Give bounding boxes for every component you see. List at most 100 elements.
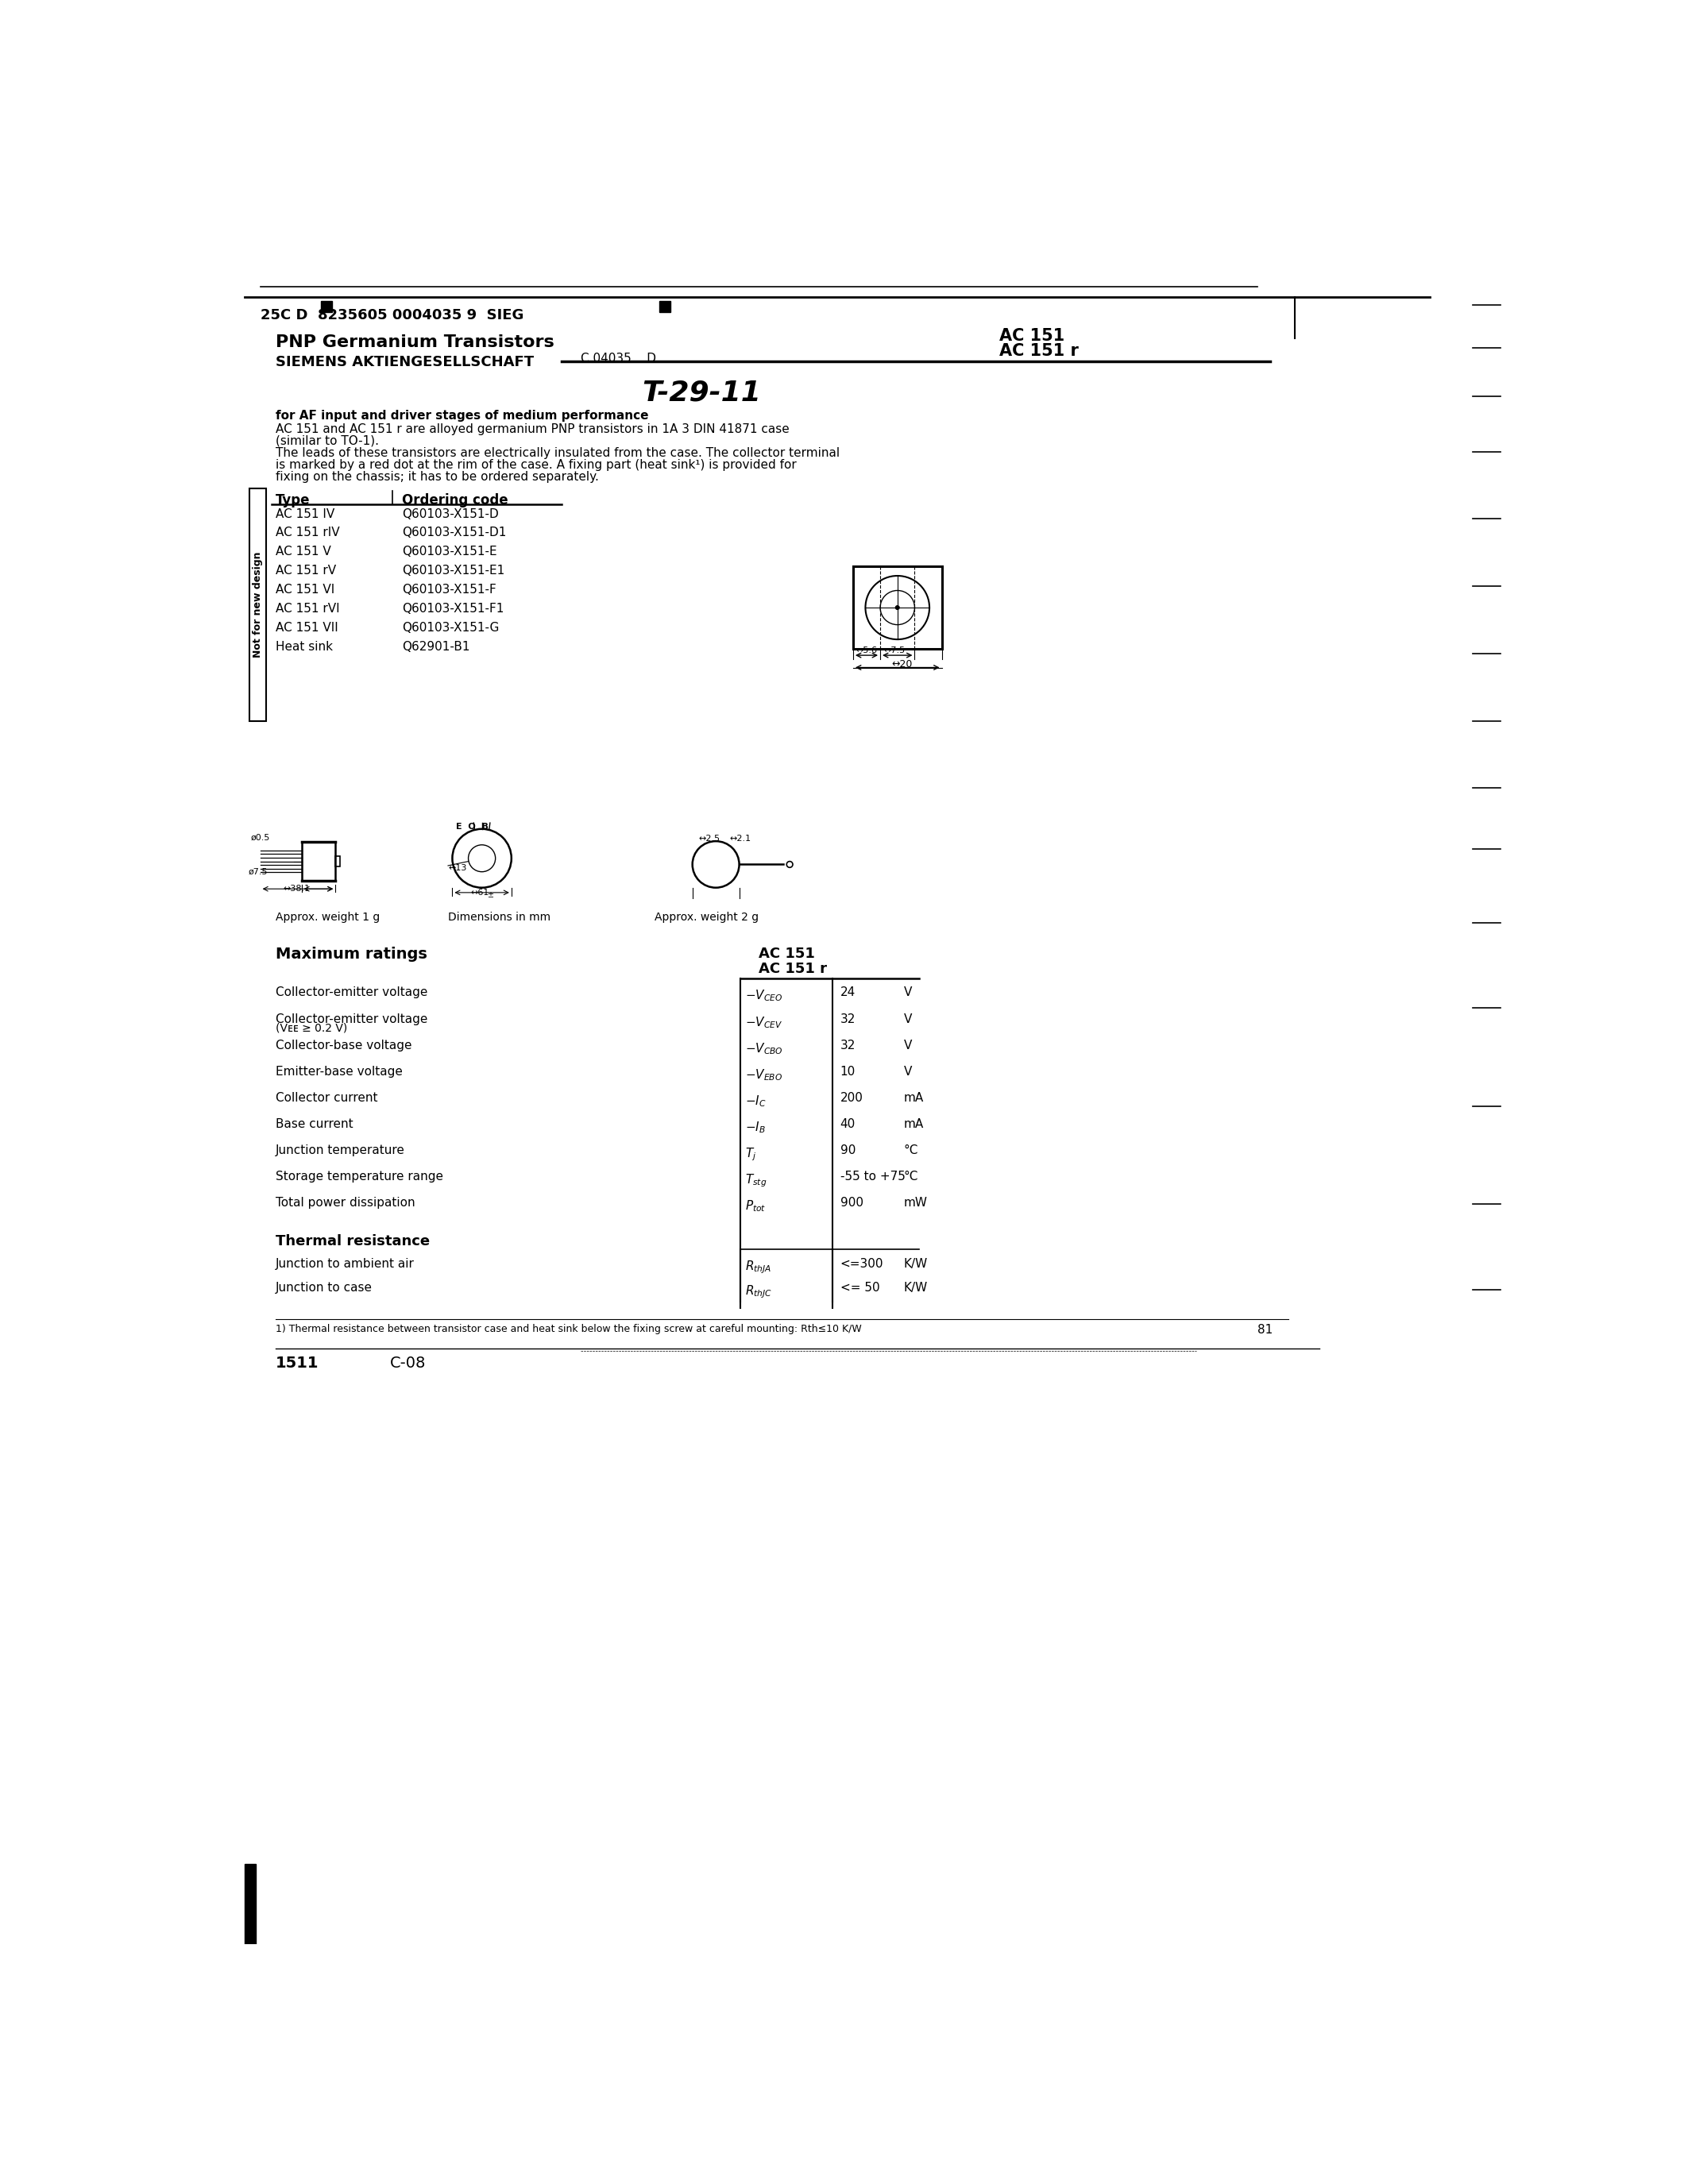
Text: Collector-emitter voltage: Collector-emitter voltage [275,1013,427,1024]
Text: (similar to TO-1).: (similar to TO-1). [275,435,378,446]
Text: 81: 81 [1258,1324,1273,1337]
Text: Q62901-B1: Q62901-B1 [402,640,469,653]
Text: $-V_{CBO}$: $-V_{CBO}$ [746,1042,783,1057]
Text: Q60103-X151-E: Q60103-X151-E [402,546,496,557]
Text: $-I_B$: $-I_B$ [746,1120,766,1136]
Text: -55 to +75: -55 to +75 [841,1171,905,1184]
Text: V: V [903,1040,912,1051]
Text: 40: 40 [841,1118,856,1129]
Text: Not for new design: Not for new design [253,553,263,657]
Text: AC 151: AC 151 [760,948,815,961]
Text: T-29-11: T-29-11 [641,380,761,406]
Text: Junction temperature: Junction temperature [275,1144,405,1155]
Text: Heat sink: Heat sink [275,640,333,653]
Text: °C: °C [903,1144,918,1155]
Text: $T_{stg}$: $T_{stg}$ [746,1173,766,1188]
Bar [250,489,267,721]
Text: ↔13: ↔13 [447,865,466,871]
Text: AC 151 rVI: AC 151 rVI [275,603,339,614]
Text: C-08: C-08 [390,1356,425,1372]
Text: AC 151 IV: AC 151 IV [275,509,334,520]
Text: for AF input and driver stages of medium performance: for AF input and driver stages of medium… [275,411,648,422]
Text: (Vᴇᴇ ≥ 0.2 V): (Vᴇᴇ ≥ 0.2 V) [275,1022,348,1033]
Text: $T_j$: $T_j$ [746,1147,756,1162]
Bar [302,841,336,880]
Text: ±: ± [486,891,493,900]
Text: SIEMENS AKTIENGESELLSCHAFT: SIEMENS AKTIENGESELLSCHAFT [275,356,533,369]
Text: 90: 90 [841,1144,856,1155]
Text: PNP Germanium Transistors: PNP Germanium Transistors [275,334,554,349]
Text: 900: 900 [841,1197,863,1210]
Text: AC 151 rIV: AC 151 rIV [275,526,339,539]
Text: 1511: 1511 [275,1356,319,1372]
Text: AC 151 V: AC 151 V [275,546,331,557]
Text: Type: Type [275,494,311,507]
Text: Q60103-X151-F: Q60103-X151-F [402,583,496,596]
Text: 32: 32 [841,1013,856,1024]
Text: Collector-base voltage: Collector-base voltage [275,1040,412,1051]
Text: is marked by a red dot at the rim of the case. A fixing part (heat sink¹) is pro: is marked by a red dot at the rim of the… [275,459,797,472]
Text: Maximum ratings: Maximum ratings [275,948,427,963]
Text: Collector current: Collector current [275,1092,378,1103]
Text: °C: °C [903,1171,918,1184]
Text: Q60103-X151-D: Q60103-X151-D [402,509,498,520]
Text: AC 151 VII: AC 151 VII [275,622,338,633]
Text: fixing on the chassis; it has to be ordered separately.: fixing on the chassis; it has to be orde… [275,470,599,483]
Bar [321,301,331,312]
Text: 10: 10 [841,1066,856,1077]
Bar [336,856,341,867]
Text: <= 50: <= 50 [841,1282,879,1293]
Text: Q60103-X151-E1: Q60103-X151-E1 [402,566,505,577]
Text: Q60103-X151-D1: Q60103-X151-D1 [402,526,506,539]
Text: ø7.5: ø7.5 [248,867,267,876]
Text: AC 151 r: AC 151 r [999,343,1079,358]
Text: ø0.5: ø0.5 [252,834,270,841]
Text: ↔38.1: ↔38.1 [284,885,311,893]
Text: mA: mA [903,1092,923,1103]
Text: mA: mA [903,1118,923,1129]
Text: C 04035    D: C 04035 D [581,352,657,365]
Text: ↔7.5: ↔7.5 [885,646,905,655]
Text: $R_{thJA}$: $R_{thJA}$ [746,1260,771,1275]
Text: $-V_{CEV}$: $-V_{CEV}$ [746,1016,783,1029]
Text: Q60103-X151-G: Q60103-X151-G [402,622,500,633]
Text: Ordering code: Ordering code [402,494,508,507]
Text: $-V_{EBO}$: $-V_{EBO}$ [746,1068,783,1083]
Text: $P_{tot}$: $P_{tot}$ [746,1199,766,1214]
Text: ↔5.6: ↔5.6 [856,646,878,655]
Text: AC 151 and AC 151 r are alloyed germanium PNP transistors in 1A 3 DIN 41871 case: AC 151 and AC 151 r are alloyed germaniu… [275,424,790,435]
Text: Storage temperature range: Storage temperature range [275,1171,444,1184]
Text: Base current: Base current [275,1118,353,1129]
Text: V: V [903,987,912,998]
Text: 25C D  8235605 0004035 9  SIEG: 25C D 8235605 0004035 9 SIEG [260,308,523,323]
Text: AC 151: AC 151 [999,328,1065,345]
Text: 200: 200 [841,1092,863,1103]
Text: $R_{thJC}$: $R_{thJC}$ [746,1284,773,1299]
Circle shape [896,605,900,609]
Text: Q60103-X151-F1: Q60103-X151-F1 [402,603,503,614]
Text: ↔20: ↔20 [891,660,912,668]
Text: AC 151 r: AC 151 r [760,961,827,976]
Text: V: V [903,1013,912,1024]
Text: $-I_C$: $-I_C$ [746,1094,766,1109]
Text: AC 151 rV: AC 151 rV [275,566,336,577]
Text: E  O  B: E O B [456,823,488,830]
Text: The leads of these transistors are electrically insulated from the case. The col: The leads of these transistors are elect… [275,448,839,459]
Text: Junction to case: Junction to case [275,1282,373,1293]
Text: K/W: K/W [903,1258,928,1269]
Text: AC 151 VI: AC 151 VI [275,583,334,596]
Text: mW: mW [903,1197,927,1210]
Text: ↔2.1: ↔2.1 [729,834,751,843]
Text: ↔61: ↔61 [471,889,490,898]
Text: Approx. weight 2 g: Approx. weight 2 g [655,911,758,922]
Text: Total power dissipation: Total power dissipation [275,1197,415,1210]
Text: Thermal resistance: Thermal resistance [275,1234,430,1249]
Text: 24: 24 [841,987,856,998]
Bar [660,301,670,312]
Text: Dimensions in mm: Dimensions in mm [447,911,550,922]
Text: 32: 32 [841,1040,856,1051]
Text: V: V [903,1066,912,1077]
Text: K/W: K/W [903,1282,928,1293]
Text: 1) Thermal resistance between transistor case and heat sink below the fixing scr: 1) Thermal resistance between transistor… [275,1324,861,1334]
Text: Approx. weight 1 g: Approx. weight 1 g [275,911,380,922]
